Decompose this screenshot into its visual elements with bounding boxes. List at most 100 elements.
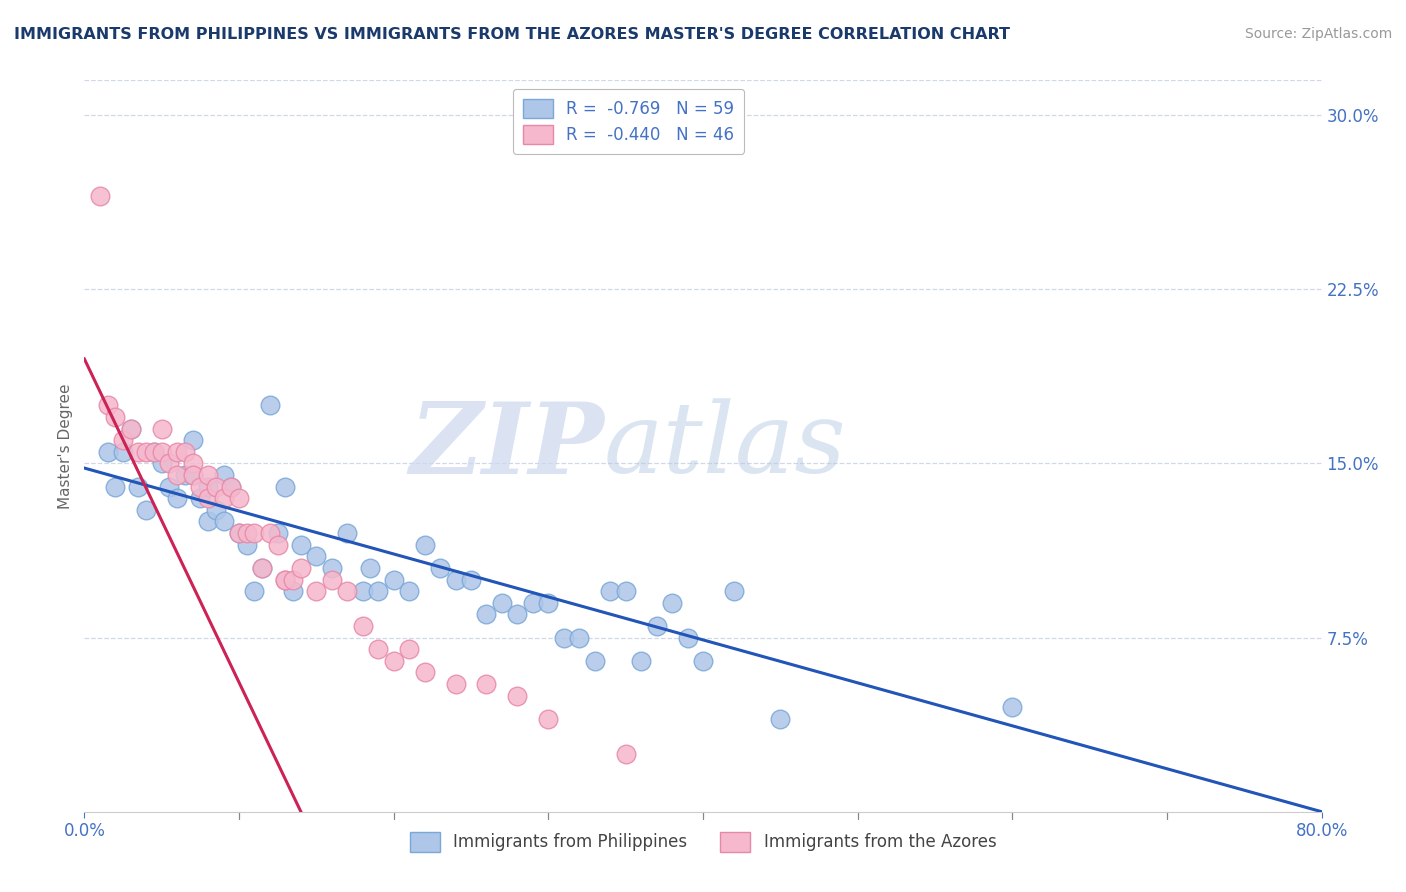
Point xyxy=(120,421,142,435)
Point xyxy=(228,526,250,541)
Point xyxy=(181,468,204,483)
Point xyxy=(506,689,529,703)
Point xyxy=(305,549,328,564)
Point xyxy=(614,747,637,761)
Point xyxy=(290,561,312,575)
Point xyxy=(444,573,467,587)
Point xyxy=(568,631,591,645)
Point xyxy=(661,596,683,610)
Point xyxy=(127,445,149,459)
Point xyxy=(188,480,212,494)
Point xyxy=(96,445,118,459)
Point xyxy=(429,561,451,575)
Point xyxy=(382,573,405,587)
Point xyxy=(205,480,228,494)
Point xyxy=(89,189,111,203)
Point xyxy=(367,642,389,657)
Point xyxy=(267,538,290,552)
Point xyxy=(676,631,699,645)
Point xyxy=(104,480,127,494)
Point xyxy=(174,468,197,483)
Point xyxy=(413,538,436,552)
Point xyxy=(491,596,513,610)
Point xyxy=(645,619,668,633)
Point xyxy=(360,561,382,575)
Point xyxy=(259,398,281,412)
Point xyxy=(352,619,374,633)
Point xyxy=(143,445,166,459)
Point xyxy=(382,654,405,668)
Point xyxy=(166,491,188,506)
Text: atlas: atlas xyxy=(605,399,846,493)
Point xyxy=(197,480,219,494)
Point xyxy=(630,654,652,668)
Point xyxy=(221,480,243,494)
Point xyxy=(352,584,374,599)
Point xyxy=(159,457,180,471)
Point xyxy=(305,584,328,599)
Point xyxy=(150,457,173,471)
Point xyxy=(96,398,118,412)
Point xyxy=(166,445,188,459)
Point xyxy=(135,503,157,517)
Point xyxy=(583,654,606,668)
Point xyxy=(475,677,498,691)
Point xyxy=(228,491,250,506)
Point xyxy=(506,607,529,622)
Point xyxy=(197,468,219,483)
Point xyxy=(104,409,127,424)
Point xyxy=(243,584,266,599)
Point xyxy=(281,584,305,599)
Point xyxy=(228,526,250,541)
Text: ZIP: ZIP xyxy=(409,398,605,494)
Point xyxy=(367,584,389,599)
Point xyxy=(150,421,173,435)
Point xyxy=(235,538,259,552)
Point xyxy=(174,445,197,459)
Point xyxy=(475,607,498,622)
Point xyxy=(127,480,149,494)
Point xyxy=(398,642,420,657)
Text: IMMIGRANTS FROM PHILIPPINES VS IMMIGRANTS FROM THE AZORES MASTER'S DEGREE CORREL: IMMIGRANTS FROM PHILIPPINES VS IMMIGRANT… xyxy=(14,27,1010,42)
Text: Source: ZipAtlas.com: Source: ZipAtlas.com xyxy=(1244,27,1392,41)
Point xyxy=(143,445,166,459)
Point xyxy=(413,665,436,680)
Point xyxy=(290,538,312,552)
Point xyxy=(221,480,243,494)
Point xyxy=(250,561,273,575)
Point xyxy=(150,445,173,459)
Point xyxy=(159,480,180,494)
Point xyxy=(1001,700,1024,714)
Point xyxy=(274,573,297,587)
Point xyxy=(537,596,560,610)
Point xyxy=(120,421,142,435)
Point xyxy=(197,515,219,529)
Y-axis label: Master's Degree: Master's Degree xyxy=(58,384,73,508)
Point xyxy=(537,712,560,726)
Point xyxy=(553,631,575,645)
Point xyxy=(599,584,621,599)
Point xyxy=(212,468,235,483)
Point xyxy=(274,480,297,494)
Point xyxy=(235,526,259,541)
Point xyxy=(181,433,204,447)
Point xyxy=(336,526,359,541)
Point xyxy=(398,584,420,599)
Point xyxy=(614,584,637,599)
Point xyxy=(112,433,135,447)
Point xyxy=(321,573,343,587)
Point xyxy=(112,445,135,459)
Point xyxy=(166,468,188,483)
Point xyxy=(321,561,343,575)
Point xyxy=(444,677,467,691)
Point xyxy=(212,515,235,529)
Point xyxy=(188,491,212,506)
Point xyxy=(212,491,235,506)
Point xyxy=(336,584,359,599)
Point xyxy=(769,712,792,726)
Point xyxy=(267,526,290,541)
Point xyxy=(274,573,297,587)
Point xyxy=(460,573,482,587)
Point xyxy=(243,526,266,541)
Point xyxy=(135,445,157,459)
